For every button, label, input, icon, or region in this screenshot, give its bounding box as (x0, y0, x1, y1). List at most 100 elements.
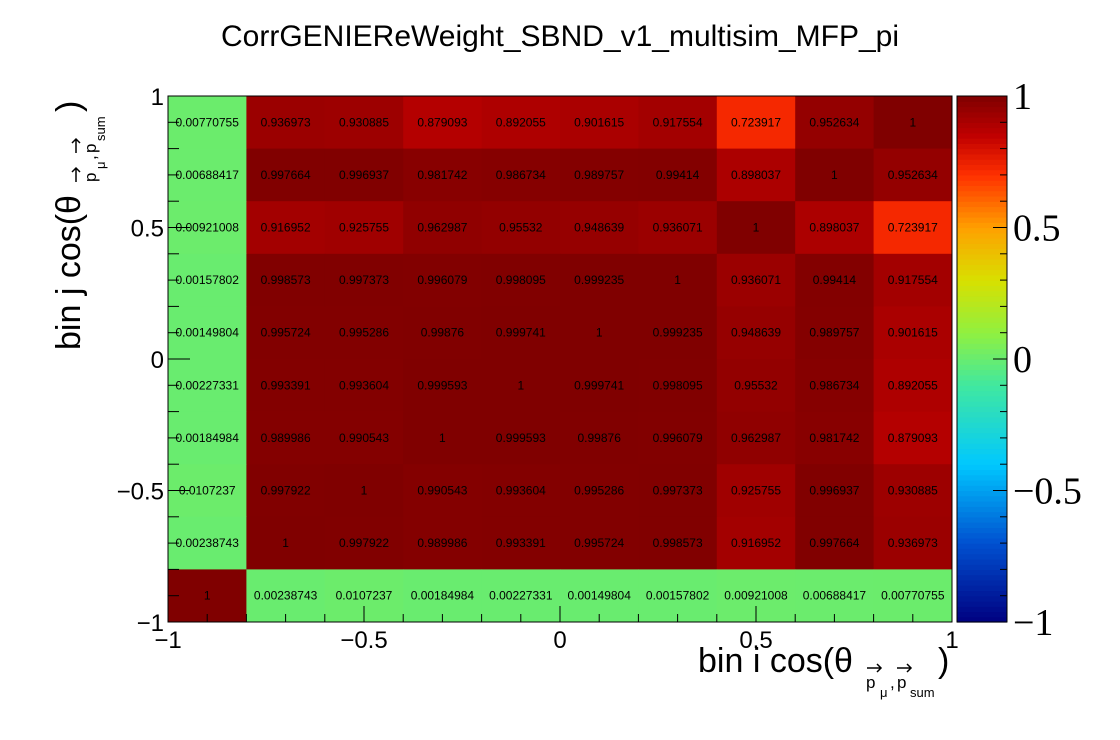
colorbar-segment (957, 585, 1007, 592)
cell-value-label: 0.989986 (261, 431, 311, 445)
heatmap-cell (638, 148, 718, 202)
cell-value-label: 0.925755 (731, 484, 781, 498)
heatmap-cell (716, 359, 796, 413)
cell-value-label: 0.996079 (417, 273, 467, 287)
heatmap-cell (560, 96, 639, 150)
colorbar-segment (957, 243, 1007, 250)
cell-value-label: 0.892055 (496, 115, 546, 129)
heatmap-cell (403, 569, 483, 623)
heatmap-cell (638, 516, 718, 570)
cell-value-label: 0.936973 (261, 115, 311, 129)
colorbar-segment (957, 364, 1007, 371)
x-axis-label-main: bin i cos(θ (698, 642, 853, 680)
colorbar-segment (957, 253, 1007, 260)
heatmap-cell (638, 96, 718, 150)
cell-value-label: 0.917554 (888, 273, 938, 287)
cell-value-label: 0.995286 (574, 484, 624, 498)
colorbar-segment (957, 227, 1007, 234)
colorbar-segment (957, 537, 1007, 544)
colorbar-segment (957, 96, 1007, 102)
heatmap-cell (560, 253, 639, 307)
colorbar-segment (957, 222, 1007, 229)
y-axis-label-sub-comma: , (81, 155, 100, 160)
y-tick-label: 0.5 (131, 216, 164, 243)
colorbar-segment (957, 327, 1007, 334)
x-tick-label: 1 (945, 627, 958, 654)
heatmap-cell (873, 201, 953, 255)
color-scale-ticks: −1 −0.5 0 0.5 1 (1013, 76, 1082, 644)
colorbar-segment (957, 469, 1007, 476)
colorbar-segment (957, 427, 1007, 434)
colorbar-segment (957, 174, 1007, 181)
cell-value-label: 0.00688417 (803, 589, 867, 603)
heatmap-cell (246, 201, 326, 255)
cell-value-label: 0.997664 (809, 536, 859, 550)
heatmap-cell (795, 201, 875, 255)
x-axis-label-sub-comma: , (890, 673, 895, 692)
cell-value-label: 0.95532 (734, 378, 778, 392)
colorbar-segment (957, 522, 1007, 528)
cell-value-label: 0.00149804 (567, 589, 631, 603)
cell-value-label: 0.996937 (809, 484, 859, 498)
heatmap-cell (795, 464, 875, 518)
cell-value-label: 0.99876 (421, 326, 465, 340)
heatmap-cell (795, 569, 875, 623)
colorbar-segment (957, 290, 1007, 297)
colorbar-segment (957, 558, 1007, 565)
heatmap-cell (403, 411, 483, 465)
cell-value-label: 0.993604 (339, 378, 389, 392)
heatmap-cell (873, 306, 953, 360)
heatmap-cell (716, 96, 796, 150)
colorbar-segment (957, 369, 1007, 376)
colorbar-segment (957, 506, 1007, 513)
x-axis-ticks: −1 −0.5 0 0.5 1 (154, 627, 958, 654)
y-axis-ticks: −1 −0.5 0 0.5 1 (117, 84, 164, 637)
y-tick-label: 1 (151, 84, 164, 111)
heatmap-cell (560, 411, 639, 465)
heatmap-cell (795, 306, 875, 360)
cell-value-label: 0.995724 (574, 536, 624, 550)
colorbar-segment (957, 359, 1007, 365)
cell-value-label: 0.00770755 (881, 589, 945, 603)
colorbar-segment (957, 390, 1007, 397)
heatmap-cell (560, 359, 639, 413)
heatmap-cell (168, 516, 247, 570)
cell-value-label: 0.00238743 (175, 536, 239, 550)
heatmap-cell (403, 253, 483, 307)
heatmap-cell (324, 411, 404, 465)
colorbar-segment (957, 232, 1007, 239)
heatmap-cell (873, 464, 953, 518)
colorbar-segment (957, 274, 1007, 281)
cell-value-label: 0.936071 (731, 273, 781, 287)
colorbar-segment (957, 406, 1007, 413)
cell-value-label: 1 (361, 484, 368, 498)
heatmap-cell (481, 464, 561, 518)
cell-value-label: 0.990543 (339, 431, 389, 445)
heatmap-cell (324, 201, 404, 255)
heatmap-cell (638, 411, 718, 465)
cell-value-label: 0.00688417 (175, 168, 239, 182)
color-scale-bar (956, 95, 1008, 623)
heatmap-cell (560, 569, 639, 623)
cell-value-label: 0.993391 (496, 536, 546, 550)
colorbar-segment (957, 511, 1007, 518)
colorbar-segment (957, 495, 1007, 502)
cell-value-label: 0.998573 (261, 273, 311, 287)
cell-value-label: 1 (831, 168, 838, 182)
heatmap-cell (324, 96, 404, 150)
colorbar-segment (957, 432, 1007, 439)
cell-value-label: 0.981742 (417, 168, 467, 182)
colorbar-segment (957, 353, 1007, 360)
heatmap-cell (246, 464, 326, 518)
heatmap-cell (168, 96, 247, 150)
heatmap-cell (403, 516, 483, 570)
heatmap-cell (560, 516, 639, 570)
y-axis-label-sub-p1: p (81, 173, 100, 182)
heatmap-cell (638, 569, 718, 623)
heatmap-cell (481, 306, 561, 360)
cell-value-label: 0.898037 (809, 221, 859, 235)
colorbar-segment (957, 437, 1007, 444)
cell-value-label: 0.00227331 (489, 589, 553, 603)
colorbar-segment (957, 337, 1007, 344)
cell-value-label: 0.892055 (888, 378, 938, 392)
